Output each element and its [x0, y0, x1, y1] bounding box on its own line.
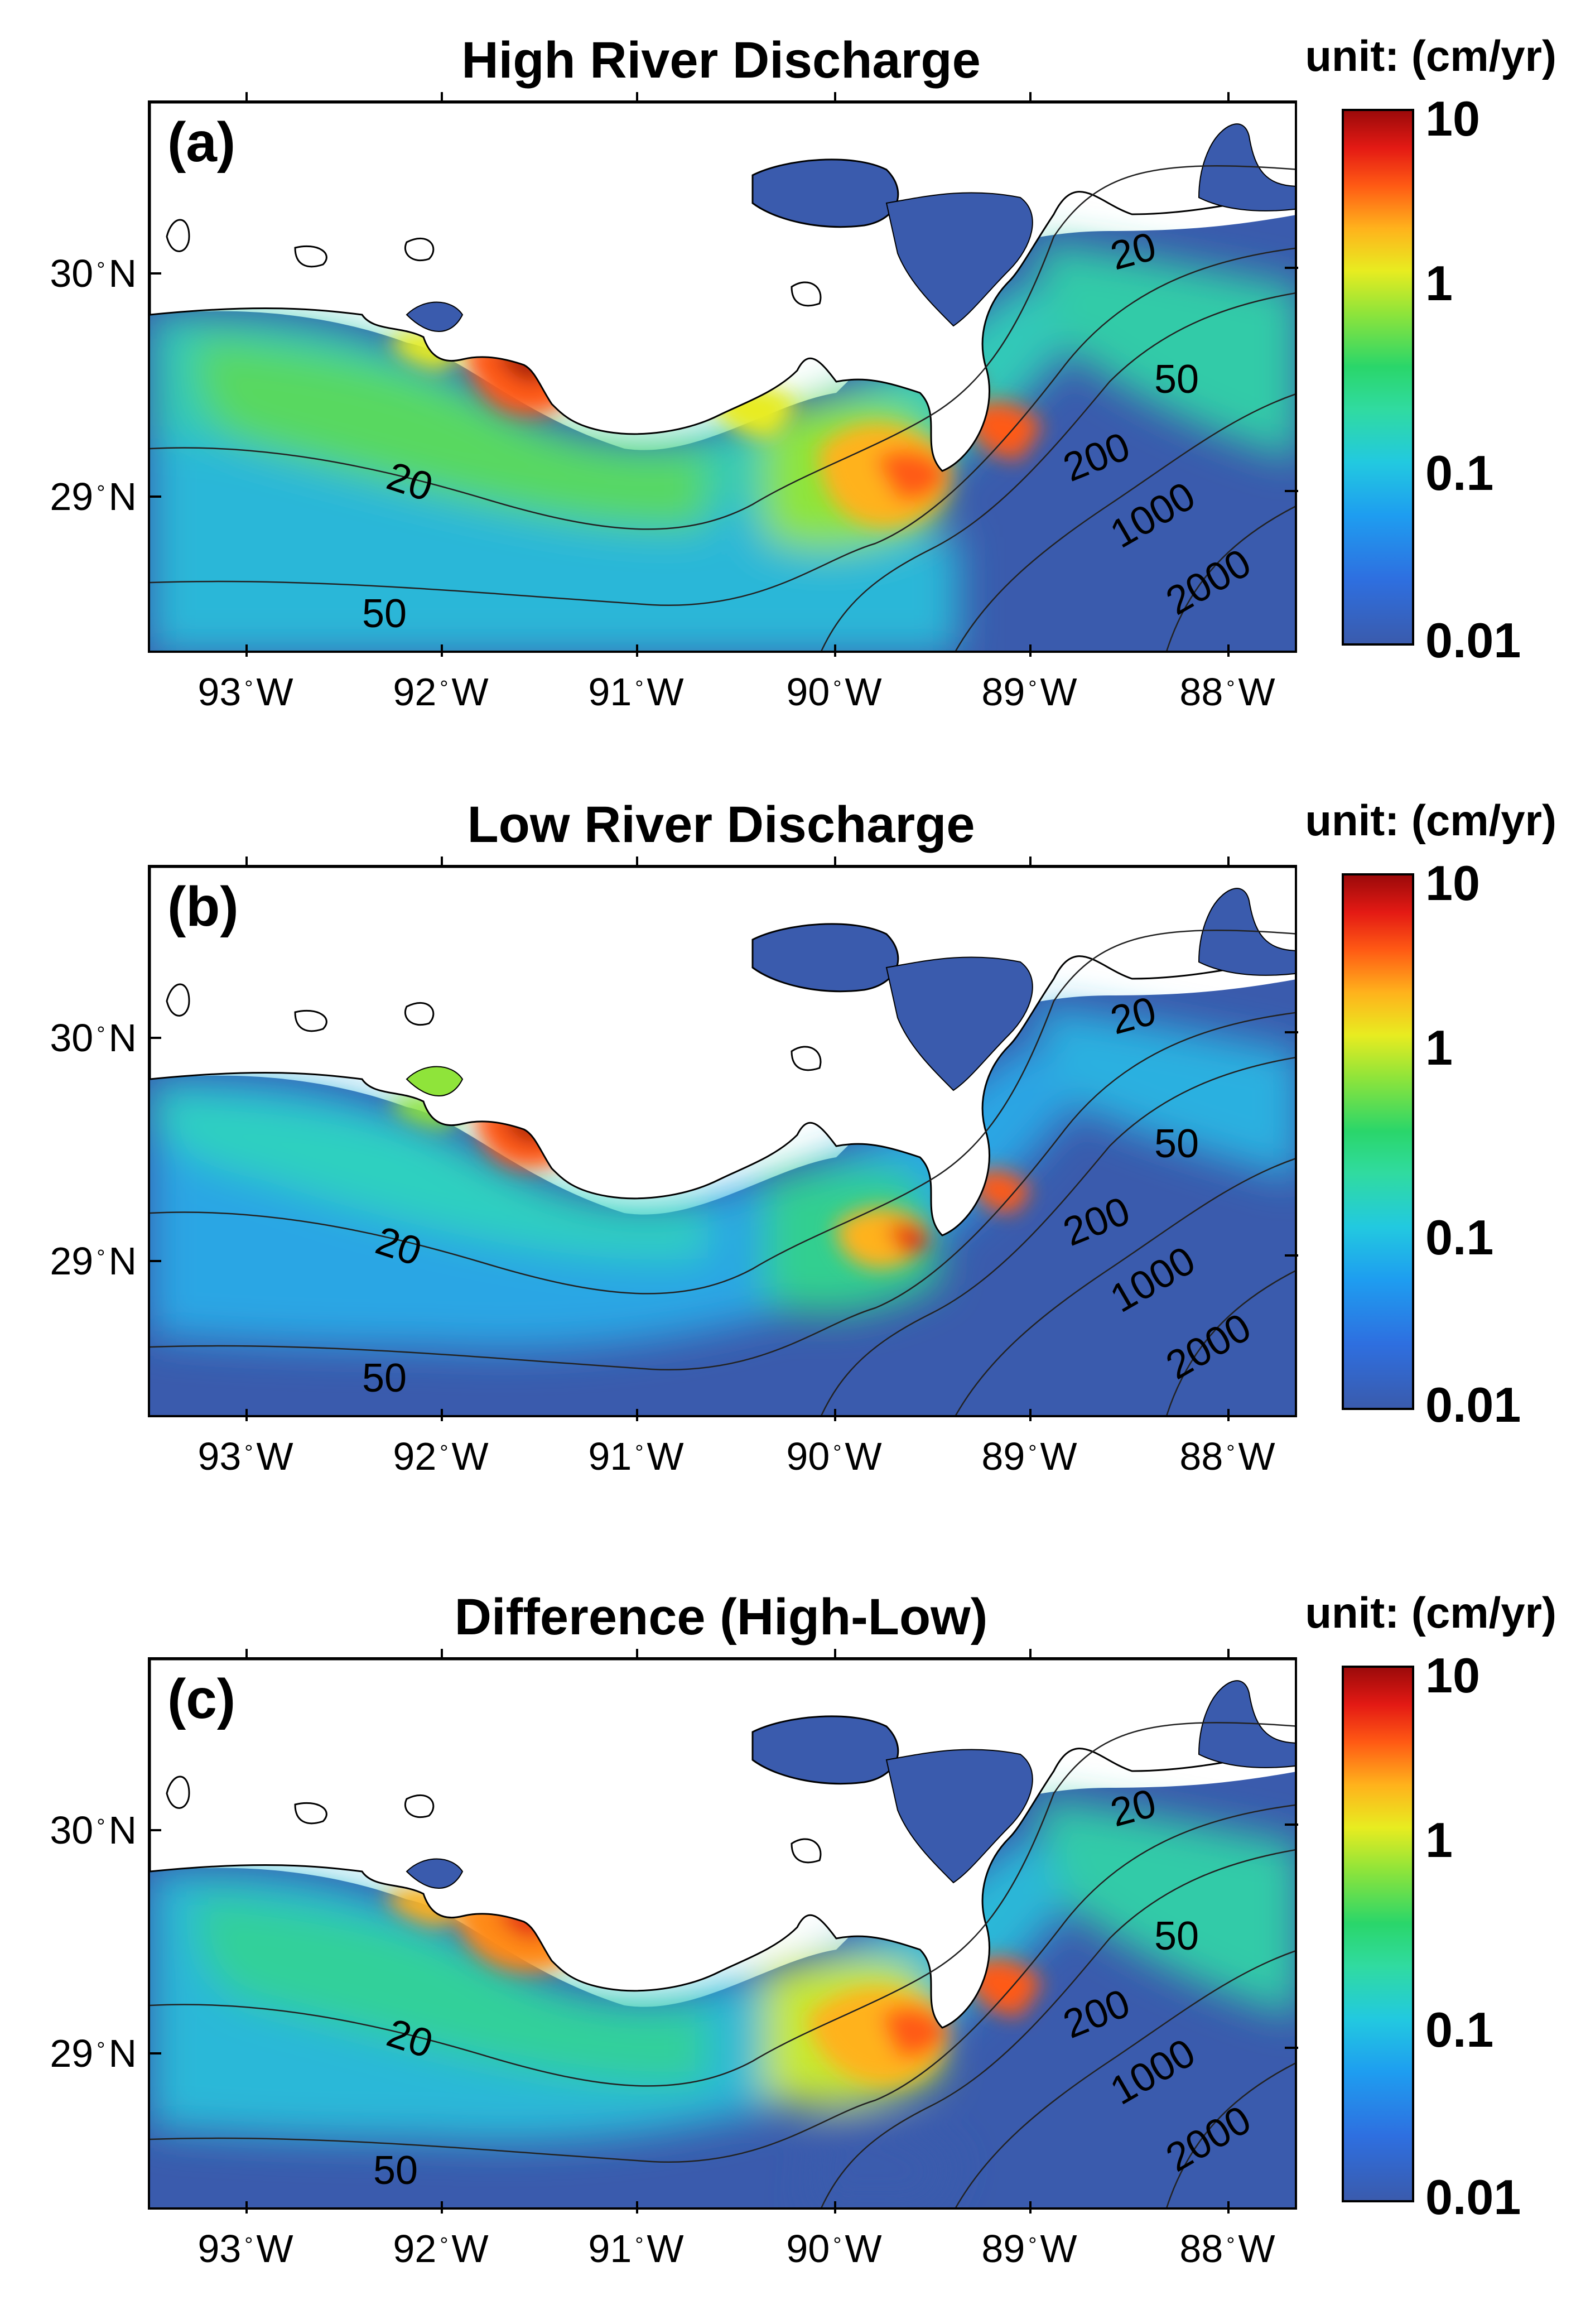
- colorbar-label-0-01: 0.01: [1425, 2169, 1521, 2225]
- lon-tick-91W: 91 °W: [588, 1435, 684, 1478]
- colorbar-label-1: 1: [1425, 256, 1453, 311]
- lon-tick-89W: 89 °W: [981, 2227, 1077, 2270]
- panel-letter: (a): [167, 111, 236, 174]
- panel-title: Low River Discharge: [467, 796, 975, 853]
- colorbar: [1342, 873, 1414, 1410]
- colorbar-label-0-1: 0.1: [1425, 1210, 1494, 1265]
- colorbar-label-0-01: 0.01: [1425, 1377, 1521, 1432]
- lon-tick-93W: 93 °W: [197, 2227, 293, 2270]
- unit-label: unit: (cm/yr): [1305, 31, 1556, 80]
- lon-tick-88W: 88 °W: [1179, 670, 1275, 714]
- deposition-map: 20 50 20 50 200 1000 2000: [150, 103, 1295, 651]
- lon-tick-89W: 89 °W: [981, 1435, 1077, 1478]
- lon-tick-91W: 91 °W: [588, 2227, 684, 2270]
- lat-tick-29N: 29 °N: [50, 475, 137, 518]
- colorbar-label-0-1: 0.1: [1425, 445, 1494, 501]
- lon-tick-93W: 93 °W: [197, 670, 293, 714]
- lon-tick-90W: 90 °W: [786, 2227, 882, 2270]
- lon-tick-93W: 93 °W: [197, 1435, 293, 1478]
- map-frame: 20 50 20 50 200 1000 2000: [148, 100, 1297, 653]
- lon-tick-91W: 91 °W: [588, 670, 684, 714]
- bay-fragments: [406, 301, 464, 332]
- panel-c: Difference (High-Low) unit: (cm/yr): [0, 1557, 1576, 2324]
- lon-tick-90W: 90 °W: [786, 1435, 882, 1478]
- deposition-map: 20 50 20 50 200 1000 2000: [150, 1659, 1295, 2207]
- lat-tick-29N: 29 °N: [50, 1239, 137, 1283]
- map-frame: 20 50 20 50 200 1000 2000: [148, 865, 1297, 1417]
- lat-tick-30N: 30 °N: [50, 252, 137, 295]
- deposition-map: 20 50 20 50 200 1000 2000: [150, 867, 1295, 1415]
- contour-label-50b: 50: [1154, 1122, 1199, 1166]
- contour-label-50: 50: [373, 2148, 418, 2193]
- colorbar-label-10: 10: [1425, 91, 1480, 146]
- lon-tick-90W: 90 °W: [786, 670, 882, 714]
- bathymetry-contours: [150, 165, 1295, 651]
- panel-title: Difference (High-Low): [454, 1589, 988, 1645]
- contour-label-50: 50: [362, 1356, 407, 1401]
- colorbar-label-1: 1: [1425, 1020, 1453, 1075]
- contour-label-50b: 50: [1154, 1914, 1199, 1959]
- colorbar-label-10: 10: [1425, 1648, 1480, 1703]
- mobile-bay: [1198, 123, 1295, 211]
- panel-letter: (c): [167, 1668, 236, 1730]
- unit-label: unit: (cm/yr): [1305, 796, 1556, 845]
- panel-b: Low River Discharge unit: (cm/yr): [0, 764, 1576, 1532]
- panel-title: High River Discharge: [461, 32, 981, 89]
- lon-tick-88W: 88 °W: [1179, 1435, 1275, 1478]
- panel-a: High River Discharge unit: (cm/yr): [0, 0, 1576, 767]
- map-frame: 20 50 20 50 200 1000 2000: [148, 1657, 1297, 2210]
- contour-label-50b: 50: [1154, 357, 1199, 402]
- lon-tick-89W: 89 °W: [981, 670, 1077, 714]
- lat-tick-30N: 30 °N: [50, 1016, 137, 1060]
- colorbar: [1342, 109, 1414, 646]
- unit-label: unit: (cm/yr): [1305, 1588, 1556, 1637]
- coastal-marsh: [885, 192, 1033, 327]
- lat-tick-30N: 30 °N: [50, 1808, 137, 1852]
- lon-tick-92W: 92 °W: [393, 1435, 489, 1478]
- land-mass: [150, 103, 1295, 472]
- lon-tick-88W: 88 °W: [1179, 2227, 1275, 2270]
- colorbar-label-10: 10: [1425, 855, 1480, 911]
- colorbar: [1342, 1666, 1414, 2202]
- panel-letter: (b): [167, 875, 239, 938]
- contour-label-50: 50: [362, 591, 407, 636]
- lon-tick-92W: 92 °W: [393, 2227, 489, 2270]
- lat-tick-29N: 29 °N: [50, 2032, 137, 2075]
- colorbar-label-0-1: 0.1: [1425, 2002, 1494, 2057]
- colorbar-label-0-01: 0.01: [1425, 613, 1521, 668]
- lon-tick-92W: 92 °W: [393, 670, 489, 714]
- colorbar-label-1: 1: [1425, 1812, 1453, 1868]
